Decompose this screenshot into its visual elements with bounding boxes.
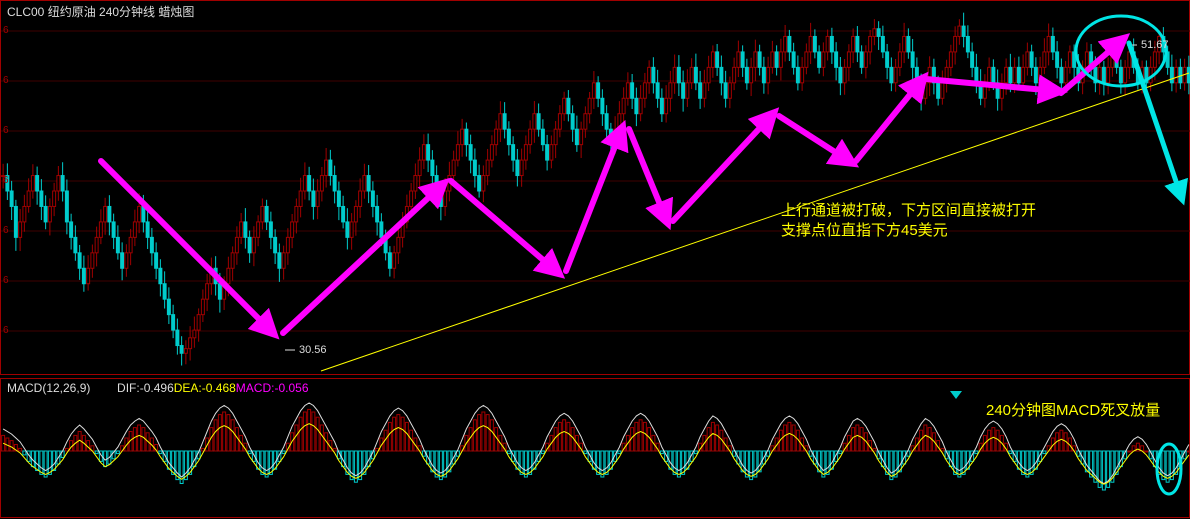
price-low-label: 30.56: [299, 344, 327, 356]
chart-title: CLC00 纽约原油 240分钟线 蜡烛图: [7, 3, 194, 20]
macd-panel[interactable]: MACD(12,26,9) DIF:-0.496DEA:-0.468MACD:-…: [0, 378, 1190, 518]
trendline: [321, 73, 1189, 371]
zigzag-arrows: [101, 41, 1121, 333]
price-chart-svg: [1, 1, 1190, 376]
main-annotation: 上行通道被打破，下方区间直接被打开 支撑点位直指下方45美元: [781, 201, 1036, 241]
macd-marker-icon: [950, 391, 962, 399]
macd-title: MACD(12,26,9) DIF:-0.496DEA:-0.468MACD:-…: [7, 381, 309, 395]
macd-annotation: 240分钟图MACD死叉放量: [986, 399, 1160, 420]
price-high-label: 51.67: [1141, 39, 1169, 51]
price-chart-panel[interactable]: CLC00 纽约原油 240分钟线 蜡烛图 30.56 51.67 上行通道被打…: [0, 0, 1190, 375]
